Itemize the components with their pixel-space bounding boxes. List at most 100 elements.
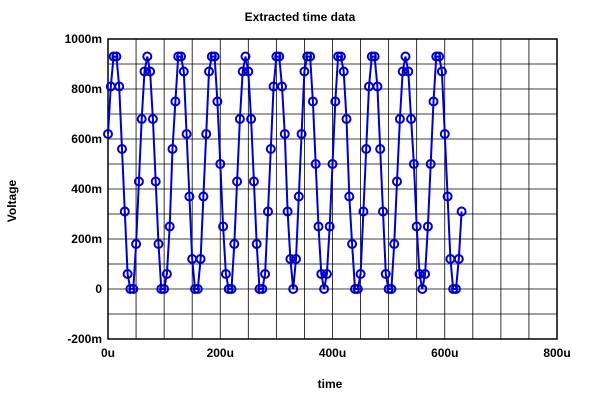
data-point [436,66,447,77]
data-point [229,239,240,249]
data-point [133,176,144,187]
data-point [307,96,318,107]
data-point [195,254,206,264]
data-point [246,114,257,124]
data-point [330,96,341,107]
data-point [150,176,161,187]
data-point [204,66,214,77]
y-tick-label: 1000m [65,32,102,46]
data-point [451,284,461,294]
x-tick-label: 800u [543,346,570,360]
data-point [122,269,133,279]
data-point [305,51,316,62]
data-point [257,284,268,294]
series-markers [103,51,467,294]
data-point [338,66,349,77]
data-point [408,159,419,169]
data-point [114,81,125,92]
data-point [361,144,372,154]
x-axis-label: time [317,377,343,391]
data-point [400,51,411,62]
data-point [164,221,175,232]
data-point [389,239,400,249]
data-point [422,221,433,232]
y-tick-label: 600m [71,132,102,146]
data-point [282,206,293,217]
data-point [232,176,243,187]
data-point [372,81,383,92]
data-point [344,191,355,202]
data-point [321,269,332,279]
data-point [386,284,397,294]
data-point [453,254,464,264]
data-point [215,159,226,169]
data-point [394,114,405,124]
data-point [411,221,422,232]
data-point [406,114,417,124]
data-point [131,239,142,249]
data-point [375,144,386,154]
data-point [218,221,229,232]
data-point [414,269,425,279]
chart-title: Extracted time data [244,10,356,24]
data-point [220,269,231,279]
data-point [198,191,209,202]
x-tick-label: 0u [101,346,115,360]
data-point [234,114,245,124]
data-point [285,254,296,264]
data-point [136,114,147,124]
data-point [369,51,380,62]
data-point [378,206,388,217]
data-point [310,159,321,169]
data-point [240,51,251,62]
data-point [277,81,287,92]
data-point [341,114,352,124]
data-point [397,66,408,77]
data-point [380,269,391,279]
x-tick-label: 600u [431,346,458,360]
data-point [417,284,428,294]
data-point [139,66,150,77]
y-tick-label: 200m [71,232,102,246]
data-point [153,239,164,249]
y-tick-labels: -200m 0 200m 400m 600m 800m 1000m [65,32,103,346]
data-point [420,269,431,279]
data-point [352,284,363,294]
data-point [265,144,276,154]
data-point [237,66,248,77]
data-point [263,206,273,217]
plot-frame [107,38,558,340]
data-point [425,159,436,169]
data-point [434,51,445,62]
data-point [439,129,450,139]
data-point [212,96,223,107]
data-point [161,269,172,279]
data-point [184,191,195,202]
grid-lines [108,39,557,339]
data-point [142,51,153,62]
data-point [316,269,327,279]
y-tick-label: 0 [95,282,102,296]
data-point [392,176,402,187]
data-point [178,66,189,77]
data-point [358,206,369,217]
data-point [145,66,156,77]
x-tick-labels: 0u 200u 400u 600u 800u [101,346,571,360]
y-tick-label: 400m [71,182,102,196]
y-tick-label: 800m [71,82,102,96]
data-point [251,239,262,249]
data-point [293,191,304,202]
data-point [313,221,324,232]
data-point [111,51,122,62]
data-point [428,96,439,107]
data-point [327,159,338,169]
y-tick-label: -200m [67,332,102,346]
data-point [324,221,335,232]
series-line [107,55,463,290]
data-point [347,239,358,249]
data-point [119,206,130,217]
data-point [243,66,254,77]
x-tick-label: 400u [319,346,346,360]
data-point [167,144,178,154]
